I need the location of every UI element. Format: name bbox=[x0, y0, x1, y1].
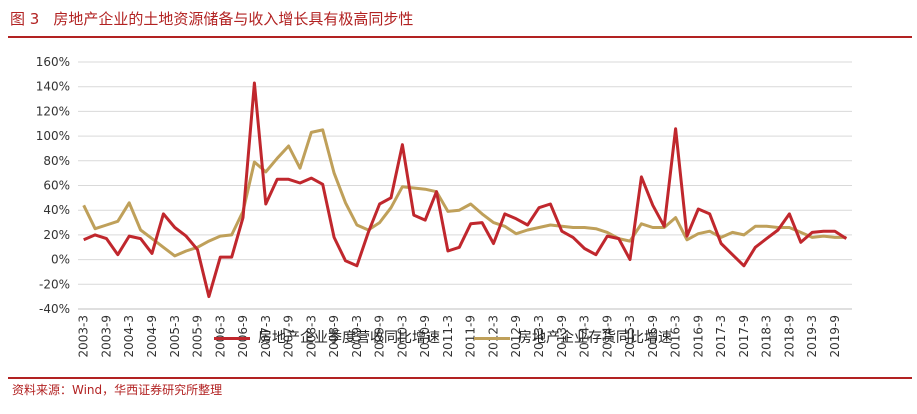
x-tick-label: 2005-3 bbox=[168, 315, 182, 358]
title-divider bbox=[8, 36, 912, 38]
legend-label-inventory: 房地产企业存货同比增速 bbox=[518, 330, 672, 346]
legend-swatch-revenue bbox=[214, 336, 250, 340]
y-tick-label: 60% bbox=[43, 179, 70, 193]
x-tick-label: 2010-9 bbox=[418, 315, 432, 358]
y-tick-label: 120% bbox=[36, 104, 70, 118]
x-axis-ticks: 2003-3 2003-9 2004-3 2004-9 2005-3 2005-9 2006… bbox=[77, 315, 842, 358]
x-tick-label: 2012-9 bbox=[509, 315, 523, 358]
x-tick-label: 2006-3 bbox=[213, 315, 227, 358]
x-tick-label: 2018-9 bbox=[782, 315, 796, 358]
x-tick-label: 2014-9 bbox=[600, 315, 614, 358]
x-tick-label: 2013-3 bbox=[532, 315, 546, 358]
grid-lines bbox=[78, 61, 852, 310]
x-tick-label: 2013-9 bbox=[555, 315, 569, 358]
chart-title: 图 3 房地产企业的土地资源储备与收入增长具有极高同步性 bbox=[10, 6, 413, 32]
x-tick-label: 2006-9 bbox=[236, 315, 250, 358]
y-tick-label: 80% bbox=[43, 154, 70, 168]
legend-label-revenue: 房地产企业季度营收同比增速 bbox=[258, 330, 440, 346]
legend-item-inventory: 房地产企业存货同比增速 bbox=[474, 328, 672, 348]
x-tick-label: 2015-9 bbox=[646, 315, 660, 358]
y-tick-label: -40% bbox=[39, 302, 70, 316]
y-axis-ticks: -40% -20% 0% 20% 40% 60% 80% 100% 120% 140% 160% bbox=[36, 55, 70, 316]
x-tick-label: 2019-9 bbox=[828, 315, 842, 358]
title-text: 房地产企业的土地资源储备与收入增长具有极高同步性 bbox=[53, 10, 414, 28]
x-tick-label: 2004-3 bbox=[122, 315, 136, 358]
y-tick-label: 160% bbox=[36, 55, 70, 69]
legend-item-revenue: 房地产企业季度营收同比增速 bbox=[214, 328, 440, 348]
x-tick-label: 2003-3 bbox=[77, 315, 91, 358]
x-tick-label: 2011-3 bbox=[441, 315, 455, 358]
x-tick-label: 2016-3 bbox=[669, 315, 683, 358]
source-note: 资料来源：Wind，华西证券研究所整理 bbox=[12, 383, 223, 397]
y-tick-label: 40% bbox=[43, 203, 70, 217]
series-line-revenue bbox=[83, 81, 848, 299]
y-tick-label: 140% bbox=[36, 80, 70, 94]
x-tick-label: 2018-3 bbox=[760, 315, 774, 358]
x-tick-label: 2017-3 bbox=[714, 315, 728, 358]
y-tick-label: 0% bbox=[51, 253, 70, 267]
x-tick-label: 2019-3 bbox=[805, 315, 819, 358]
x-tick-label: 2010-3 bbox=[395, 315, 409, 358]
x-tick-label: 2008-3 bbox=[304, 315, 318, 358]
y-tick-label: 100% bbox=[36, 129, 70, 143]
x-tick-label: 2012-3 bbox=[486, 315, 500, 358]
x-tick-label: 2003-9 bbox=[99, 315, 113, 358]
figure-label: 图 3 bbox=[10, 10, 40, 28]
x-tick-label: 2016-9 bbox=[691, 315, 705, 358]
x-tick-label: 2007-3 bbox=[259, 315, 273, 358]
x-tick-label: 2004-9 bbox=[145, 315, 159, 358]
bottom-divider bbox=[8, 377, 912, 379]
legend-swatch-inventory bbox=[474, 336, 510, 340]
x-tick-label: 2005-9 bbox=[191, 315, 205, 358]
series-lines bbox=[82, 81, 848, 299]
x-tick-label: 2017-9 bbox=[737, 315, 751, 358]
y-tick-label: -20% bbox=[39, 277, 70, 291]
x-tick-label: 2015-3 bbox=[623, 315, 637, 358]
x-tick-label: 2011-9 bbox=[464, 315, 478, 358]
x-tick-label: 2009-9 bbox=[373, 315, 387, 358]
y-tick-label: 20% bbox=[43, 228, 70, 242]
x-tick-label: 2009-3 bbox=[350, 315, 364, 358]
x-tick-label: 2008-9 bbox=[327, 315, 341, 358]
x-tick-label: 2007-9 bbox=[282, 315, 296, 358]
x-tick-label: 2014-3 bbox=[578, 315, 592, 358]
